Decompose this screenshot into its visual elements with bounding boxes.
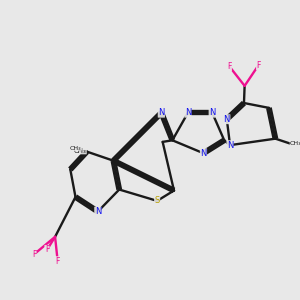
Text: N: N [158, 108, 164, 117]
Text: F: F [32, 250, 36, 259]
Text: CH₃: CH₃ [74, 148, 86, 154]
Text: N: N [95, 207, 101, 216]
Text: N: N [185, 108, 191, 117]
Text: N: N [227, 141, 233, 150]
Text: N: N [200, 149, 207, 158]
Text: F: F [45, 245, 49, 254]
Text: F: F [227, 62, 232, 71]
Text: F: F [56, 256, 60, 266]
Text: CH₃: CH₃ [70, 146, 82, 151]
Text: F: F [256, 61, 261, 70]
Text: S: S [154, 196, 160, 206]
Text: N: N [209, 108, 215, 117]
Text: N: N [224, 115, 230, 124]
Text: CH₃: CH₃ [290, 141, 300, 146]
